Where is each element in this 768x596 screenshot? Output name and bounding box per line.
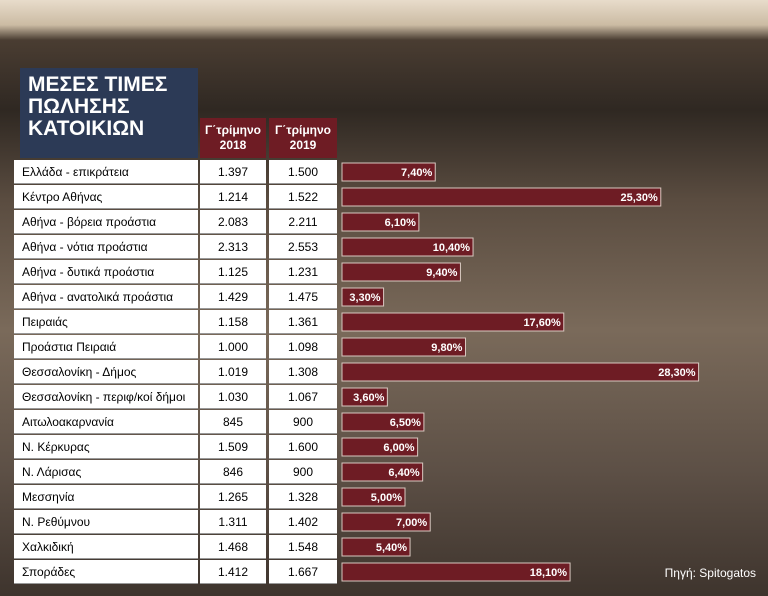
row-label: Σποράδες (14, 560, 198, 584)
table-cell: 1.361 (269, 310, 337, 334)
value-label: 6,10% (385, 217, 416, 229)
bar (341, 312, 565, 332)
value-label: 5,00% (371, 492, 402, 504)
value-label: 9,80% (431, 342, 462, 354)
table-cell: 1.509 (200, 435, 266, 459)
value-label: 17,60% (523, 317, 561, 329)
table-cell: 1.500 (269, 160, 337, 184)
table-cell: 900 (269, 460, 337, 484)
bar (341, 187, 662, 207)
row-label: Προάστια Πειραιά (14, 335, 198, 359)
bar (341, 412, 425, 432)
row-label: Ελλάδα - επικράτεια (14, 160, 198, 184)
table-cell: 1.328 (269, 485, 337, 509)
table-cell: 1.030 (200, 385, 266, 409)
table-cell: 1.158 (200, 310, 266, 334)
table-cell: 1.600 (269, 435, 337, 459)
table-cell: 1.214 (200, 185, 266, 209)
source: Πηγή: Spitogatos (664, 566, 756, 580)
value-label: 6,40% (388, 467, 419, 479)
table-cell: 1.311 (200, 510, 266, 534)
table-cell: 2.313 (200, 235, 266, 259)
bar (341, 537, 411, 557)
value-label: 9,40% (426, 267, 457, 279)
row-label: Αιτωλοακαρνανία (14, 410, 198, 434)
row-label: Ν. Κέρκυρας (14, 435, 198, 459)
column-header: Γ΄τρίμηνο 2018 (200, 118, 266, 158)
table-cell: 2.211 (269, 210, 337, 234)
row-label: Μεσσηνία (14, 485, 198, 509)
value-label: 7,40% (401, 167, 432, 179)
bar (341, 462, 424, 482)
table-cell: 1.000 (200, 335, 266, 359)
bar (341, 337, 466, 357)
row-label: Ν. Λάρισας (14, 460, 198, 484)
table-cell: 900 (269, 410, 337, 434)
row-label: Χαλκιδική (14, 535, 198, 559)
value-label: 10,40% (433, 242, 471, 254)
table-cell: 1.231 (269, 260, 337, 284)
table-cell: 1.308 (269, 360, 337, 384)
row-label: Αθήνα - δυτικά προάστια (14, 260, 198, 284)
table-cell: 1.019 (200, 360, 266, 384)
table-cell: 2.553 (269, 235, 337, 259)
value-label: 6,00% (383, 442, 414, 454)
column-header: Γ΄τρίμηνο 2019 (269, 118, 337, 158)
row-label: Αθήνα - νότια προάστια (14, 235, 198, 259)
bar (341, 362, 700, 382)
table-cell: 1.402 (269, 510, 337, 534)
value-label: 18,10% (530, 567, 568, 579)
bar (341, 387, 388, 407)
table-cell: 1.265 (200, 485, 266, 509)
bar (341, 562, 571, 582)
row-label: Ν. Ρεθύμνου (14, 510, 198, 534)
value-label: 25,30% (620, 192, 658, 204)
table-cell: 1.412 (200, 560, 266, 584)
row-label: Θεσσαλονίκη - Δήμος (14, 360, 198, 384)
value-label: 3,30% (349, 292, 380, 304)
bar (341, 512, 431, 532)
value-label: 7,00% (396, 517, 427, 529)
table-cell: 1.397 (200, 160, 266, 184)
bar (341, 262, 461, 282)
table-cell: 1.667 (269, 560, 337, 584)
table-cell: 1.125 (200, 260, 266, 284)
bar (341, 287, 385, 307)
table-cell: 845 (200, 410, 266, 434)
table-cell: 2.083 (200, 210, 266, 234)
bar (341, 487, 406, 507)
value-label: 3,60% (353, 392, 384, 404)
bar (341, 437, 419, 457)
row-label: Αθήνα - ανατολικά προάστια (14, 285, 198, 309)
table-cell: 1.429 (200, 285, 266, 309)
table-cell: 1.468 (200, 535, 266, 559)
row-label: Αθήνα - βόρεια προάστια (14, 210, 198, 234)
table-cell: 1.475 (269, 285, 337, 309)
table-cell: 1.522 (269, 185, 337, 209)
bar (341, 162, 436, 182)
table-cell: 846 (200, 460, 266, 484)
value-label: 28,30% (658, 367, 696, 379)
bar (341, 212, 420, 232)
value-label: 6,50% (390, 417, 421, 429)
table-cell: 1.098 (269, 335, 337, 359)
row-label: Κέντρο Αθήνας (14, 185, 198, 209)
chart-title: ΜΕΣΕΣ ΤΙΜΕΣ ΠΩΛΗΣΗΣ ΚΑΤΟΙΚΙΩΝ (20, 68, 198, 158)
row-label: Πειραιάς (14, 310, 198, 334)
bar (341, 237, 474, 257)
row-label: Θεσσαλονίκη - περιφ/κοί δήμοι (14, 385, 198, 409)
table-cell: 1.548 (269, 535, 337, 559)
value-label: 5,40% (376, 542, 407, 554)
table-cell: 1.067 (269, 385, 337, 409)
